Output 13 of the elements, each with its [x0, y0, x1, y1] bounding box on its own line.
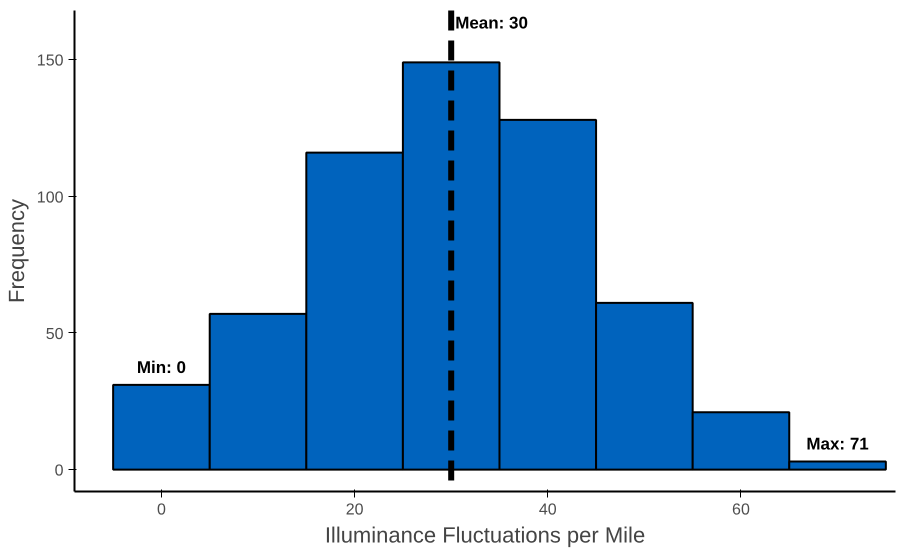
x-axis-title: Illuminance Fluctuations per Mile	[324, 522, 646, 548]
x-tick-label: 20	[346, 502, 364, 518]
y-tick-label: 0	[54, 462, 64, 480]
y-tick-label: 100	[36, 189, 64, 206]
x-tick-label: 40	[538, 502, 557, 518]
y-tick-label: 50	[46, 326, 64, 343]
y-tick-label: 150	[36, 52, 64, 70]
x-tick-label: 0	[156, 502, 166, 518]
ref-line-label: Mean: 30	[455, 14, 528, 32]
annotation: Min: 0	[136, 358, 186, 377]
y-axis-title: Frequency	[4, 199, 29, 303]
x-tick-label: 60	[732, 502, 750, 518]
annotation: Max: 71	[806, 434, 869, 454]
